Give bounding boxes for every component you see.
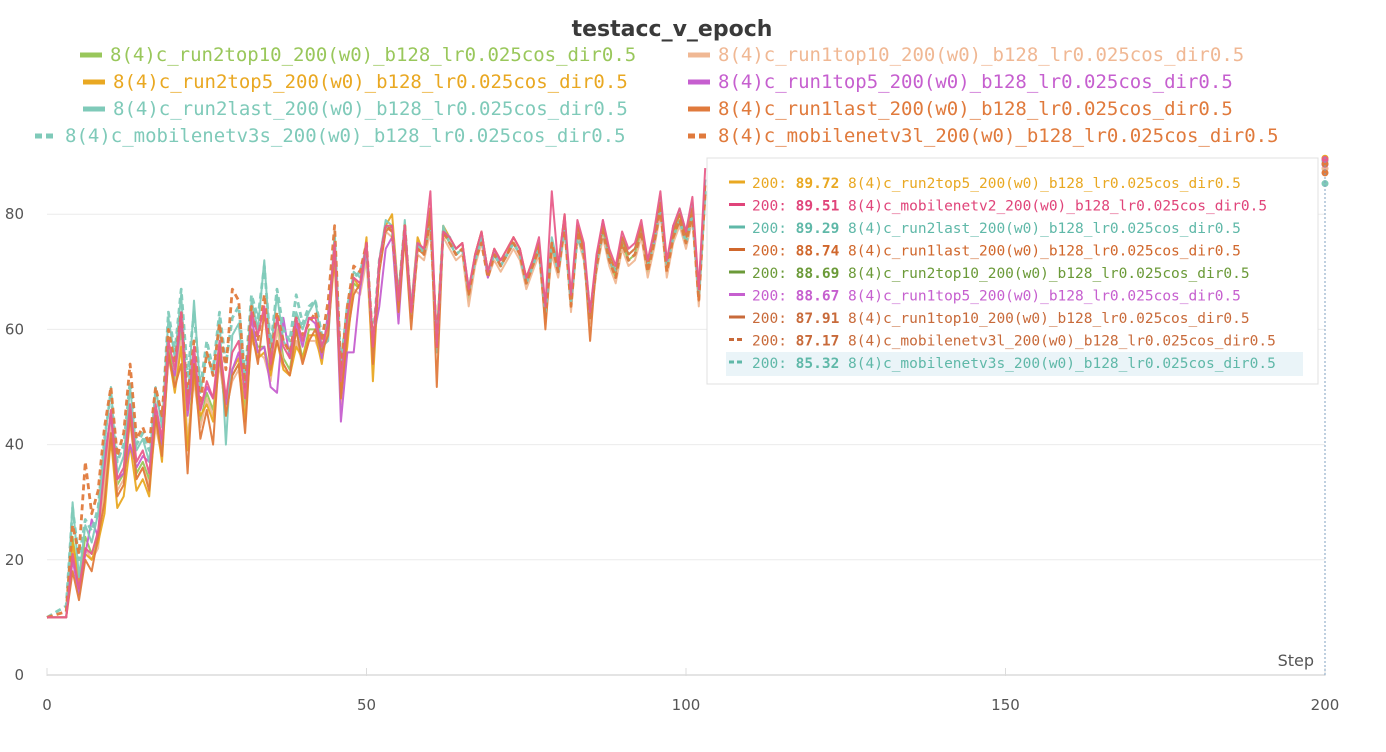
tooltip-row: 200: 88.74 8(4)c_run1last_200(w0)_b128_l… xyxy=(729,244,1241,260)
legend-label: 8(4)c_run1last_200(w0)_b128_lr0.025cos_d… xyxy=(718,98,1233,120)
y-tick-label: 80 xyxy=(5,205,24,223)
tooltip-row: 200: 88.69 8(4)c_run2top10_200(w0)_b128_… xyxy=(729,266,1250,282)
tooltip-row: 200: 87.17 8(4)c_mobilenetv3l_200(w0)_b1… xyxy=(729,334,1276,350)
x-tick-label: 200 xyxy=(1311,696,1340,714)
tooltip-step: 200: xyxy=(752,334,796,350)
tooltip-series-name: 8(4)c_mobilenetv3l_200(w0)_b128_lr0.025c… xyxy=(839,334,1276,350)
series-line xyxy=(47,168,707,619)
tooltip-row: 200: 89.29 8(4)c_run2last_200(w0)_b128_l… xyxy=(729,221,1241,237)
tooltip-text: 200: 87.91 8(4)c_run1top10_200(w0)_b128_… xyxy=(752,311,1250,327)
series-line xyxy=(47,196,707,619)
legend-item[interactable]: 8(4)c_run2top10_200(w0)_b128_lr0.025cos_… xyxy=(80,44,636,66)
x-tick-label: 100 xyxy=(672,696,701,714)
legend: 8(4)c_run2top10_200(w0)_b128_lr0.025cos_… xyxy=(35,44,1279,147)
tooltip-step: 200: xyxy=(752,266,796,282)
tooltip-text: 200: 88.69 8(4)c_run2top10_200(w0)_b128_… xyxy=(752,266,1250,282)
chart-title: testacc_v_epoch xyxy=(572,17,773,42)
tooltip-step: 200: xyxy=(752,199,796,215)
tooltip-series-name: 8(4)c_run1top10_200(w0)_b128_lr0.025cos_… xyxy=(839,311,1249,327)
legend-label: 8(4)c_mobilenetv3l_200(w0)_b128_lr0.025c… xyxy=(718,125,1279,147)
tooltip-series-name: 8(4)c_mobilenetv3s_200(w0)_b128_lr0.025c… xyxy=(839,356,1276,372)
tooltip-step: 200: xyxy=(752,221,796,237)
x-tick-label: 0 xyxy=(42,696,52,714)
legend-label: 8(4)c_run1top5_200(w0)_b128_lr0.025cos_d… xyxy=(718,71,1233,93)
tooltip-value: 89.72 xyxy=(796,176,840,192)
tooltip-series-name: 8(4)c_mobilenetv2_200(w0)_b128_lr0.025co… xyxy=(839,199,1267,215)
tooltip-step: 200: xyxy=(752,244,796,260)
x-tick-label: 50 xyxy=(357,696,376,714)
y-tick-label: 20 xyxy=(5,551,24,569)
series-point xyxy=(1321,169,1329,177)
tooltip-step: 200: xyxy=(752,176,796,192)
legend-label: 8(4)c_run2last_200(w0)_b128_lr0.025cos_d… xyxy=(113,98,628,120)
legend-label: 8(4)c_run2top10_200(w0)_b128_lr0.025cos_… xyxy=(110,44,636,66)
legend-item[interactable]: 8(4)c_run1last_200(w0)_b128_lr0.025cos_d… xyxy=(688,98,1233,120)
tooltip-text: 200: 88.74 8(4)c_run1last_200(w0)_b128_l… xyxy=(752,244,1241,260)
legend-label: 8(4)c_run2top5_200(w0)_b128_lr0.025cos_d… xyxy=(113,71,628,93)
tooltip-series-name: 8(4)c_run1last_200(w0)_b128_lr0.025cos_d… xyxy=(839,244,1241,260)
tooltip-value: 88.69 xyxy=(796,266,840,282)
legend-label: 8(4)c_mobilenetv3s_200(w0)_b128_lr0.025c… xyxy=(65,125,626,147)
legend-item[interactable]: 8(4)c_run2last_200(w0)_b128_lr0.025cos_d… xyxy=(83,98,628,120)
tooltip-text: 200: 88.67 8(4)c_run1top5_200(w0)_b128_l… xyxy=(752,289,1241,305)
tooltip-value: 88.67 xyxy=(796,289,840,305)
series-line xyxy=(46,191,707,619)
tooltip-panel xyxy=(706,157,1319,385)
y-tick-label: 0 xyxy=(14,666,24,684)
tooltip-step: 200: xyxy=(752,289,796,305)
legend-item[interactable]: 8(4)c_run1top10_200(w0)_b128_lr0.025cos_… xyxy=(688,44,1244,66)
y-tick-label: 40 xyxy=(5,436,24,454)
legend-item[interactable]: 8(4)c_mobilenetv3l_200(w0)_b128_lr0.025c… xyxy=(688,125,1279,147)
tooltip-text: 200: 89.72 8(4)c_run2top5_200(w0)_b128_l… xyxy=(752,176,1241,192)
tooltip-series-name: 8(4)c_run2top10_200(w0)_b128_lr0.025cos_… xyxy=(839,266,1249,282)
legend-item[interactable]: 8(4)c_mobilenetv3s_200(w0)_b128_lr0.025c… xyxy=(35,125,626,147)
tooltip-series-name: 8(4)c_run1top5_200(w0)_b128_lr0.025cos_d… xyxy=(839,289,1241,305)
tooltip: 200: 89.72 8(4)c_run2top5_200(w0)_b128_l… xyxy=(706,157,1319,385)
tooltip-value: 89.51 xyxy=(796,199,840,215)
tooltip-row: 200: 89.72 8(4)c_run2top5_200(w0)_b128_l… xyxy=(729,176,1241,192)
plot-area[interactable] xyxy=(46,154,1329,619)
x-axis-label: Step xyxy=(1278,651,1314,670)
tooltip-row: 200: 85.32 8(4)c_mobilenetv3s_200(w0)_b1… xyxy=(726,352,1303,376)
series-point xyxy=(1321,180,1329,188)
tooltip-text: 200: 89.29 8(4)c_run2last_200(w0)_b128_l… xyxy=(752,221,1241,237)
tooltip-value: 87.91 xyxy=(796,311,840,327)
tooltip-step: 200: xyxy=(752,311,796,327)
axes: 0 20 40 60 80 0 50 100 150 200 xyxy=(5,205,1339,714)
tooltip-text: 200: 85.32 8(4)c_mobilenetv3s_200(w0)_b1… xyxy=(752,356,1276,372)
tooltip-highlight xyxy=(726,352,1303,376)
legend-item[interactable]: 8(4)c_run2top5_200(w0)_b128_lr0.025cos_d… xyxy=(83,71,628,93)
tooltip-text: 200: 89.51 8(4)c_mobilenetv2_200(w0)_b12… xyxy=(752,199,1267,215)
tooltip-value: 85.32 xyxy=(796,356,840,372)
tooltip-row: 200: 87.91 8(4)c_run1top10_200(w0)_b128_… xyxy=(729,311,1250,327)
tooltip-row: 200: 89.51 8(4)c_mobilenetv2_200(w0)_b12… xyxy=(729,199,1267,215)
tooltip-row: 200: 88.67 8(4)c_run1top5_200(w0)_b128_l… xyxy=(729,289,1241,305)
tooltip-value: 87.17 xyxy=(796,334,840,350)
tooltip-series-name: 8(4)c_run2last_200(w0)_b128_lr0.025cos_d… xyxy=(839,221,1241,237)
tooltip-step: 200: xyxy=(752,356,796,372)
tooltip-value: 89.29 xyxy=(796,221,840,237)
tooltip-text: 200: 87.17 8(4)c_mobilenetv3l_200(w0)_b1… xyxy=(752,334,1276,350)
legend-item[interactable]: 8(4)c_run1top5_200(w0)_b128_lr0.025cos_d… xyxy=(688,71,1233,93)
tooltip-series-name: 8(4)c_run2top5_200(w0)_b128_lr0.025cos_d… xyxy=(839,176,1241,192)
legend-label: 8(4)c_run1top10_200(w0)_b128_lr0.025cos_… xyxy=(718,44,1244,66)
series-point xyxy=(1321,155,1329,163)
y-tick-label: 60 xyxy=(5,320,24,338)
tooltip-value: 88.74 xyxy=(796,244,840,260)
x-tick-label: 150 xyxy=(991,696,1020,714)
